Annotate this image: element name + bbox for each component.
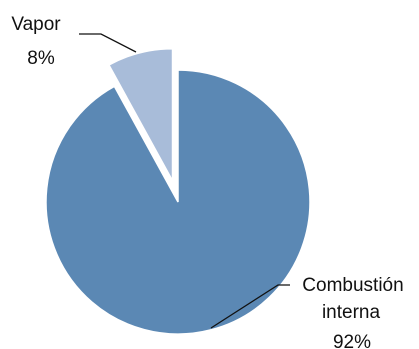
leader-lines [79, 33, 290, 329]
leader-line-vapor [79, 33, 137, 53]
slice-label-combustion-value: 92% [333, 332, 371, 349]
slice-label-vapor-value: 8% [27, 48, 55, 69]
pie-slice-combustion-interna [45, 69, 311, 335]
slice-label-combustion-name-line2: interna [322, 302, 381, 323]
leader-line-combustion-interna [210, 284, 290, 329]
slice-label-vapor-name: Vapor [11, 14, 61, 35]
pie-slices [45, 47, 311, 335]
pie-slice-vapor [107, 47, 174, 182]
slice-label-combustion-name-line1: Combustión [302, 275, 403, 296]
